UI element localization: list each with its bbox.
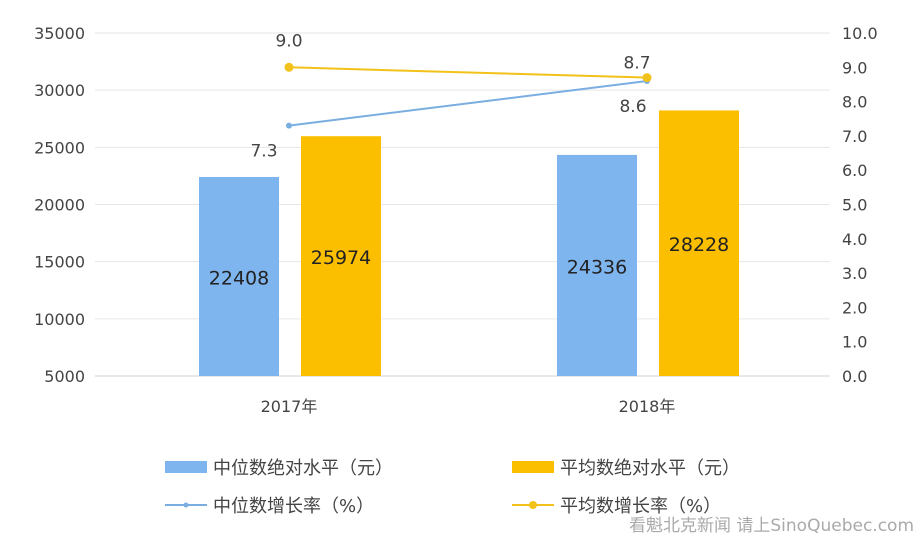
line-data-label: 7.3 (250, 142, 277, 162)
y-right-tick-label: 1.0 (842, 333, 867, 352)
y-left-tick-label: 20000 (34, 196, 85, 215)
bar-data-label: 22408 (209, 267, 269, 289)
y-left-tick-label: 25000 (34, 138, 85, 157)
y-right-tick-label: 8.0 (842, 93, 867, 112)
bar (557, 154, 637, 376)
bar-data-label: 25974 (311, 247, 371, 269)
legend-marker (529, 501, 537, 509)
y-left-tick-label: 10000 (34, 310, 85, 329)
bar (199, 176, 279, 376)
line-point (642, 73, 652, 83)
y-left-tick-label: 35000 (34, 24, 85, 43)
watermark: 看魁北克新闻 请上SinoQuebec.com (628, 516, 914, 536)
y-right-tick-label: 0.0 (842, 367, 867, 386)
x-tick-label: 2018年 (619, 397, 676, 416)
legend-swatch (165, 461, 207, 473)
legend-label: 中位数绝对水平（元） (213, 458, 393, 479)
line-data-label: 9.0 (275, 31, 302, 51)
y-right-tick-label: 5.0 (842, 196, 867, 215)
bar (301, 136, 381, 376)
y-right-tick-label: 2.0 (842, 298, 867, 317)
x-tick-label: 2017年 (261, 397, 318, 416)
bar (659, 110, 739, 376)
line-point (286, 122, 292, 129)
y-right-tick-label: 3.0 (842, 264, 867, 283)
bar-data-label: 28228 (669, 234, 729, 256)
y-right-tick-label: 6.0 (842, 161, 867, 180)
y-left-tick-label: 15000 (34, 253, 85, 272)
bar-data-label: 24336 (567, 256, 627, 278)
y-right-tick-label: 9.0 (842, 58, 867, 77)
legend-swatch (512, 461, 554, 473)
y-right-tick-label: 7.0 (842, 127, 867, 146)
legend-label: 平均数绝对水平（元） (560, 458, 740, 479)
y-right-tick-label: 4.0 (842, 230, 867, 249)
line-data-label: 8.7 (623, 54, 650, 74)
y-left-tick-label: 30000 (34, 81, 85, 100)
legend-label: 平均数增长率（%） (560, 496, 721, 517)
y-left-tick-label: 5000 (44, 367, 85, 386)
legend-marker (183, 502, 189, 508)
series-line (288, 66, 648, 79)
line-data-label: 8.6 (619, 97, 646, 117)
line-point (284, 62, 294, 72)
series-line (288, 80, 648, 127)
y-right-tick-label: 10.0 (842, 24, 878, 43)
legend-label: 中位数增长率（%） (213, 496, 374, 517)
